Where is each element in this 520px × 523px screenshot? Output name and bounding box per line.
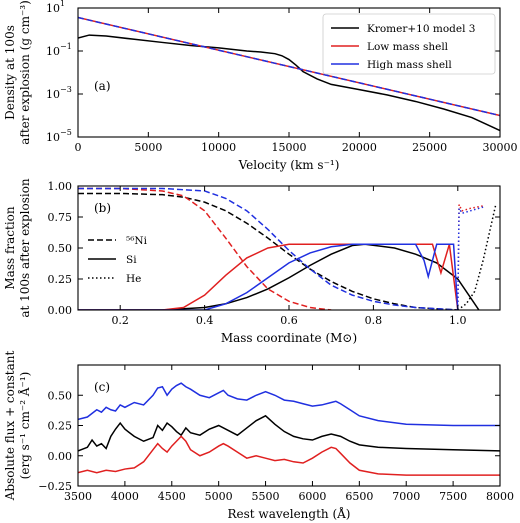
x-tick-label: 25000	[412, 141, 447, 154]
series-line-high-mass-shell-si	[78, 243, 459, 310]
x-tick-label: 10000	[201, 141, 236, 154]
legend-label: He	[126, 273, 141, 285]
x-tick-label: 20000	[342, 141, 377, 154]
y-tick-label: 10	[46, 88, 60, 101]
y-axis-label-2: at 100s after explosion	[18, 178, 32, 318]
series-line-kromer-10-model-3	[78, 34, 500, 132]
y-axis-label-2: after explosion (g cm⁻³)	[18, 0, 32, 145]
axes-frame	[77, 185, 501, 311]
legend-label: ⁵⁶Ni	[126, 235, 148, 247]
x-tick-label: 6000	[298, 490, 326, 503]
x-axis-label: Rest wavelength (Å)	[228, 506, 351, 521]
x-tick-label: 6500	[345, 490, 373, 503]
legend-label: Si	[126, 254, 137, 266]
y-tick-label: 0.25	[48, 273, 73, 286]
y-tick-label: 1.00	[48, 180, 73, 193]
x-tick-label: 0.6	[280, 314, 298, 327]
legend-label: Low mass shell	[367, 41, 449, 53]
x-tick-label: 0.8	[365, 314, 383, 327]
panel-a: 0 5000 10000 15000 20000 25000 3000010−510−310…	[3, 0, 518, 172]
x-tick-label: 3500	[64, 490, 92, 503]
y-axis-label-2: (erg s⁻¹ cm⁻² Å⁻¹)	[17, 372, 32, 480]
y-tick-label: 10	[46, 131, 60, 144]
panel-tag: (a)	[94, 79, 111, 93]
x-tick-label: 5000	[134, 141, 162, 154]
panel-b: 0.2 0.4 0.6 0.8 1.0 0.00 0.25 0.50 0.75 1.00 (b) Ma…	[3, 178, 501, 345]
series-line-kromer-10-model-3	[78, 414, 500, 452]
y-tick-label: 0.25	[48, 420, 73, 433]
series-line-low-mass-shell	[78, 435, 500, 476]
y-tick-label: 0.00	[48, 450, 73, 463]
panel-tag: (c)	[94, 380, 110, 394]
series-line-low-mass-shell-he	[457, 204, 484, 310]
y-axis-label: Absolute flux + constant	[3, 351, 17, 502]
x-tick-label: 5500	[252, 490, 280, 503]
x-axis-label: Mass coordinate (M⊙)	[221, 331, 357, 345]
legend: ⁵⁶Ni Si He	[88, 235, 148, 285]
series-line-high-mass-shell-he	[457, 205, 484, 310]
y-tick-exponent: −3	[60, 85, 72, 94]
x-tick-label: 4500	[158, 490, 186, 503]
y-tick-label: 0.00	[48, 304, 73, 317]
series-line-low-mass-shell-ni	[78, 187, 332, 310]
series-line-high-mass-shell-ni	[78, 187, 458, 310]
legend-label: High mass shell	[367, 59, 452, 71]
series-line-kromer-10-model-3-si	[78, 243, 480, 310]
x-tick-label: 15000	[272, 141, 307, 154]
x-tick-label: 5000	[205, 490, 233, 503]
panel-tag: (b)	[94, 201, 111, 215]
series-line-high-mass-shell	[78, 382, 500, 427]
y-tick-label: 0.50	[48, 389, 73, 402]
legend: Kromer+10 model 3 Low mass shell High mass…	[322, 13, 496, 75]
legend-box	[322, 13, 496, 75]
y-axis-label: Density at 100s	[3, 25, 17, 120]
x-tick-label: 0	[75, 141, 82, 154]
x-tick-label: 7000	[392, 490, 420, 503]
series-line-high-mass-shell	[78, 16, 500, 117]
x-tick-label: 8000	[486, 490, 514, 503]
series-line-kromer-10-model-3-he	[457, 204, 497, 310]
x-tick-label: 0.4	[196, 314, 214, 327]
panel-c: 3500 4000 4500 5000 5500 6000 6500 7000 7500 8000…	[3, 351, 514, 521]
series-line-low-mass-shell-si	[78, 243, 459, 310]
y-tick-exponent: −5	[60, 128, 72, 137]
y-axis-label: Mass fraction	[3, 206, 17, 290]
y-tick-exponent: 1	[60, 0, 65, 8]
x-axis-label: Velocity (km s⁻¹)	[238, 158, 340, 172]
y-tick-exponent: −1	[60, 42, 72, 51]
x-tick-label: 4000	[111, 490, 139, 503]
y-tick-label: 0.50	[48, 242, 73, 255]
series-line-kromer-10-model-3-ni	[78, 192, 458, 310]
y-tick-label: 0.75	[48, 211, 73, 224]
legend-label: Kromer+10 model 3	[367, 23, 475, 35]
x-tick-label: 1.0	[449, 314, 467, 327]
x-tick-label: 30000	[483, 141, 518, 154]
x-tick-label: 7500	[439, 490, 467, 503]
y-tick-label: 10	[46, 2, 60, 15]
y-tick-label: −0.25	[38, 480, 72, 493]
y-tick-label: 10	[46, 45, 60, 58]
x-tick-label: 0.2	[111, 314, 129, 327]
